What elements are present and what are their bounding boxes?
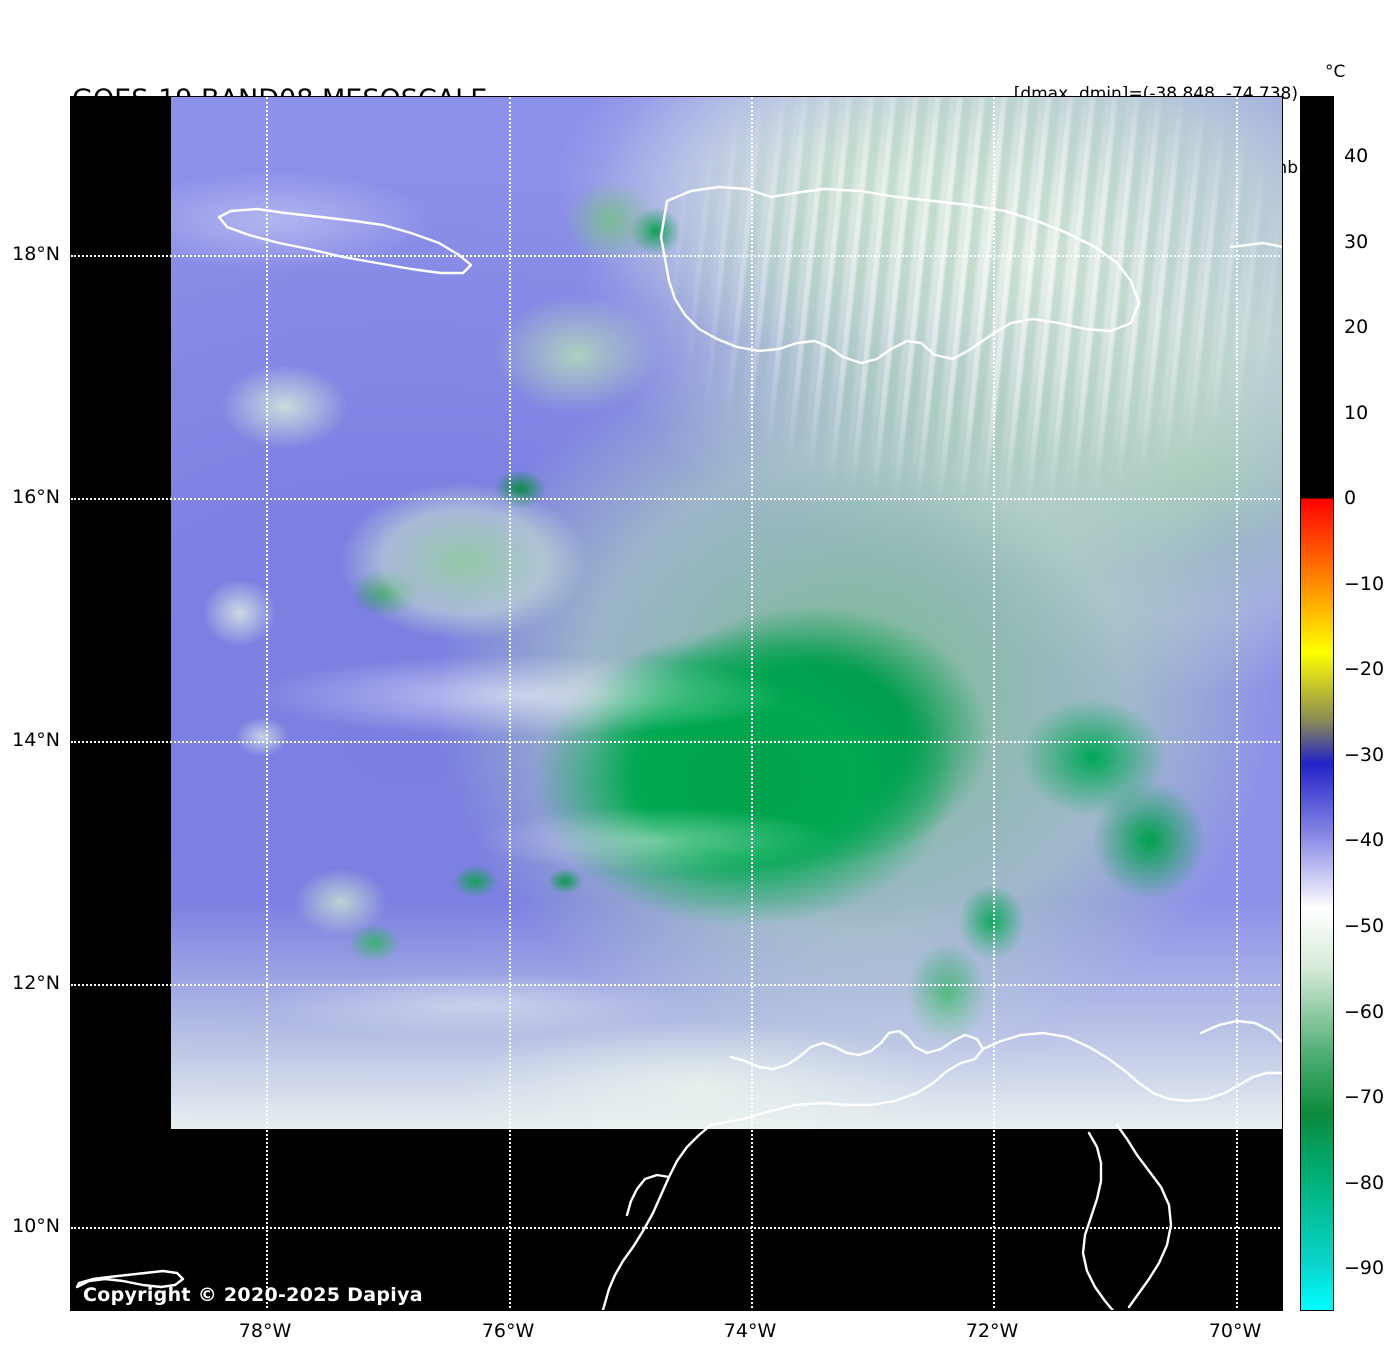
raster-edge-mask: [161, 97, 171, 1129]
colorbar-tick-label: 40: [1344, 144, 1369, 167]
gridline-lat-18: [71, 255, 1282, 257]
ytick-label: 16°N: [12, 486, 60, 508]
colorbar-tick-label: 30: [1344, 230, 1369, 253]
colorbar-tick-label: −10: [1344, 572, 1385, 595]
colorbar-tick-label: 0: [1344, 487, 1357, 510]
gridline-lat-10: [71, 1227, 1282, 1229]
colorbar-tick-label: −60: [1344, 1000, 1385, 1023]
colorbar-tick-label: 10: [1344, 401, 1369, 424]
colorbar-tick-labels: 40 30 20 10 0 −10 −20 −30 −40 −50 −60 −70 −80 −90: [1344, 96, 1390, 1311]
xtick-label: 78°W: [238, 1320, 292, 1342]
colorbar-tick-label: −90: [1344, 1257, 1385, 1280]
gridline-lon-74: [751, 97, 753, 1310]
colorbar-tick-label: −70: [1344, 1086, 1385, 1109]
colorbar-tick-label: −40: [1344, 829, 1385, 852]
gridline-lat-16: [71, 498, 1282, 500]
ytick-label: 18°N: [12, 243, 60, 265]
satellite-imagery-raster: [161, 97, 1282, 1129]
xtick-label: 72°W: [965, 1320, 1019, 1342]
gridline-lon-76: [509, 97, 511, 1310]
xtick-label: 74°W: [723, 1320, 777, 1342]
gridline-lon-78: [266, 97, 268, 1310]
xtick-label: 70°W: [1208, 1320, 1262, 1342]
colorbar-tick-label: 20: [1344, 316, 1369, 338]
gridline-lat-12: [71, 984, 1282, 986]
coastline-overlay: [75, 185, 1282, 1310]
ytick-label: 10°N: [12, 1215, 60, 1237]
xtick-label: 76°W: [481, 1320, 535, 1342]
colorbar-tick-label: −30: [1344, 743, 1385, 766]
colorbar-unit-label: °C: [1325, 62, 1346, 82]
colorbar-tick-label: −20: [1344, 658, 1385, 681]
gridline-lon-72: [993, 97, 995, 1310]
temperature-colorbar[interactable]: [1300, 96, 1334, 1311]
raster-layer-southern-wash: [161, 97, 1282, 1129]
ytick-label: 14°N: [12, 729, 60, 751]
satellite-map-plot[interactable]: Copyright © 2020-2025 Dapiya: [70, 96, 1283, 1311]
ytick-label: 12°N: [12, 972, 60, 994]
copyright-label: Copyright © 2020-2025 Dapiya: [83, 1284, 423, 1306]
gridline-lon-70: [1236, 97, 1238, 1310]
colorbar-tick-label: −50: [1344, 915, 1385, 937]
colorbar-tick-label: −80: [1344, 1171, 1385, 1194]
gridline-lat-14: [71, 741, 1282, 743]
